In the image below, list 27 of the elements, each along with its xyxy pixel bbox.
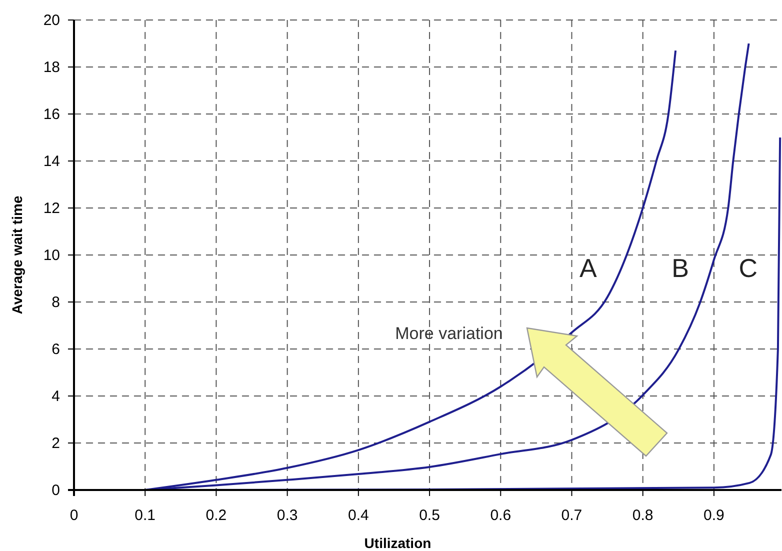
- y-tick-label: 8: [52, 294, 60, 311]
- y-axis-title: Average wait time: [9, 196, 25, 314]
- series-label: A: [579, 252, 598, 283]
- y-tick-label: 14: [43, 153, 60, 170]
- y-tick-label: 4: [52, 388, 60, 405]
- x-tick-label: 0.2: [206, 507, 227, 524]
- x-tick-label: 0.9: [704, 507, 724, 524]
- y-tick-label: 18: [43, 59, 60, 76]
- x-axis-title: Utilization: [364, 535, 432, 551]
- x-tick-label: 0.4: [348, 507, 369, 524]
- x-tick-label: 0.6: [490, 507, 512, 524]
- y-tick-label: 0: [52, 482, 60, 499]
- series-label: C: [738, 252, 758, 283]
- x-tick-label: 0.3: [276, 507, 298, 524]
- x-tick-label: 0.8: [632, 507, 654, 524]
- x-tick-label: 0.1: [134, 507, 156, 524]
- x-tick-label: 0.7: [561, 507, 582, 524]
- y-tick-label: 20: [43, 12, 60, 29]
- y-tick-label: 16: [43, 106, 60, 123]
- y-tick-label: 6: [52, 341, 60, 358]
- annotation: More variation: [395, 324, 503, 343]
- x-tick-label: 0: [70, 507, 78, 524]
- series-label: B: [672, 252, 689, 283]
- x-tick-label: 0.5: [419, 507, 440, 524]
- y-tick-label: 12: [43, 200, 60, 217]
- y-tick-label: 10: [43, 247, 60, 264]
- y-tick-label: 2: [52, 435, 60, 452]
